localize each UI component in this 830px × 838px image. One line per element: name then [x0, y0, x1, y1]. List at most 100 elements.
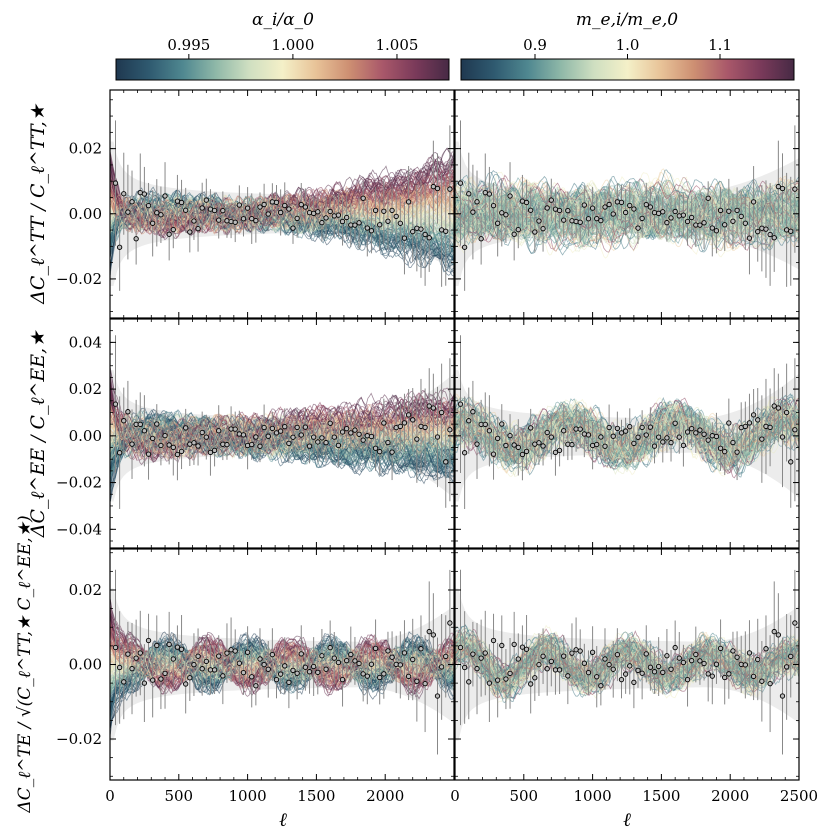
data-point: [447, 620, 453, 626]
colorbar-me-tick-label: 1.0: [616, 36, 640, 54]
data-point: [643, 432, 649, 438]
data-point: [352, 222, 358, 228]
panel-te-me: 0 500 1000 1500 2000 2500: [450, 548, 818, 805]
data-point: [726, 671, 732, 677]
data-point: [302, 424, 309, 430]
data-point: [503, 212, 509, 218]
data-point: [430, 405, 437, 411]
data-point: [594, 674, 600, 680]
data-point: [150, 677, 156, 683]
data-point: [474, 441, 480, 447]
data-point: [129, 441, 135, 447]
x-tick-label: 500: [509, 787, 538, 805]
model-curve: [110, 415, 454, 471]
data-point: [286, 206, 292, 212]
data-point: [240, 669, 247, 676]
data-point: [401, 420, 408, 426]
data-point: [577, 426, 583, 432]
data-point: [594, 441, 600, 448]
data-point: [461, 244, 468, 250]
data-point: [232, 648, 238, 654]
data-point: [528, 207, 534, 213]
y-tick-label: 0.00: [69, 205, 102, 223]
data-point: [585, 432, 592, 438]
data-point: [236, 202, 242, 208]
x-tick-label: 0: [450, 787, 460, 805]
data-point: [191, 661, 197, 668]
data-point: [145, 202, 152, 209]
data-point: [763, 646, 769, 652]
data-point: [466, 191, 472, 197]
data-point: [598, 218, 604, 224]
data-point: [191, 218, 197, 224]
data-point: [561, 217, 567, 223]
xlabel-left: ℓ: [279, 809, 287, 831]
data-point: [125, 409, 131, 415]
data-point: [581, 660, 587, 666]
data-point: [639, 670, 645, 676]
data-point: [552, 449, 559, 456]
data-point: [377, 674, 383, 681]
data-point: [672, 420, 678, 426]
data-point: [434, 693, 441, 699]
data-point: [290, 225, 296, 231]
data-point: [717, 207, 724, 214]
data-point: [286, 440, 292, 447]
data-point: [581, 431, 587, 437]
data-point: [655, 434, 662, 440]
data-point: [434, 185, 441, 192]
data-point: [755, 417, 761, 423]
data-point: [282, 663, 288, 669]
data-point: [232, 426, 238, 432]
model-curve: [110, 370, 454, 460]
data-point: [705, 195, 711, 201]
data-point: [511, 231, 517, 237]
data-point: [426, 628, 432, 635]
data-point: [360, 195, 366, 201]
data-point: [133, 236, 139, 242]
data-point: [507, 433, 513, 439]
data-point: [717, 445, 724, 451]
data-point: [121, 418, 127, 424]
data-point: [240, 216, 247, 222]
ylabel-tt: ΔC_ℓ^TT / C_ℓ^TT,★: [27, 103, 49, 305]
colorbar-me-label: m_e,i/m_e,0: [576, 10, 678, 30]
data-point: [298, 432, 304, 438]
data-point: [422, 231, 428, 238]
data-point: [709, 433, 715, 439]
data-point: [273, 677, 280, 683]
data-point: [199, 666, 205, 672]
data-point: [457, 180, 464, 186]
data-point: [556, 207, 563, 214]
data-point: [224, 218, 230, 224]
data-point: [381, 671, 387, 677]
data-point: [414, 225, 420, 231]
data-point: [244, 649, 251, 655]
data-point: [722, 222, 728, 228]
data-point: [356, 220, 362, 226]
ylabel-ee: ΔC_ℓ^EE / C_ℓ^EE,★: [27, 330, 49, 538]
data-point: [356, 660, 362, 667]
panel-ee-me: [454, 318, 800, 549]
data-point: [540, 226, 546, 232]
data-point: [364, 225, 370, 231]
data-point: [664, 653, 670, 659]
data-point: [523, 646, 530, 652]
model-curve: [110, 193, 454, 255]
data-point: [352, 658, 358, 664]
data-point: [393, 213, 399, 219]
data-point: [339, 676, 346, 683]
data-point: [410, 656, 416, 663]
data-point: [277, 209, 284, 216]
data-point: [232, 219, 238, 225]
data-point: [734, 449, 740, 455]
data-point: [364, 673, 370, 679]
data-point: [643, 201, 649, 208]
data-point: [364, 433, 370, 439]
data-point: [523, 448, 530, 455]
data-point: [401, 650, 408, 656]
data-point: [602, 443, 608, 449]
data-point: [610, 433, 616, 439]
data-point: [622, 671, 629, 677]
